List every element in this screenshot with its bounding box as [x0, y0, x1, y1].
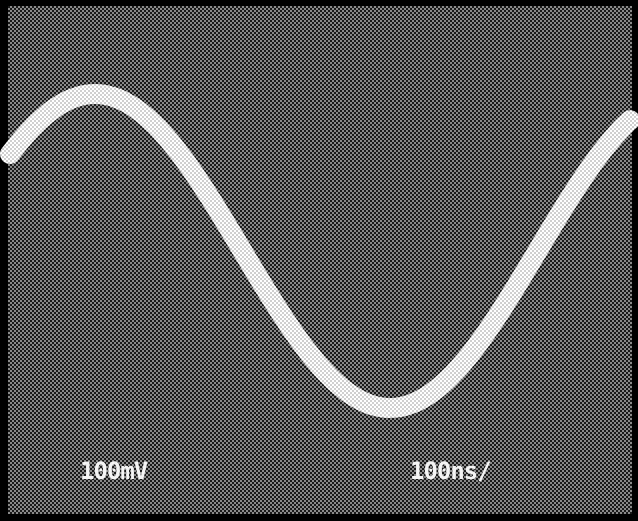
- time-scale: 100ns/: [410, 457, 491, 485]
- waveform: [0, 83, 638, 419]
- voltage-scale: 100mV: [80, 457, 148, 485]
